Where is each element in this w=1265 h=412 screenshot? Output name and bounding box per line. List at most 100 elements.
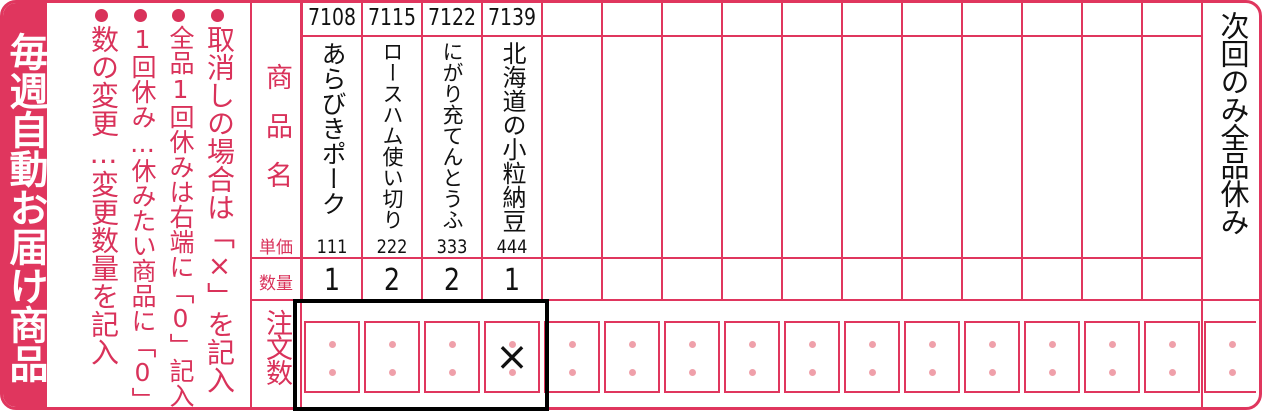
guide-dot [749, 369, 756, 376]
guide-dot [569, 369, 576, 376]
selection-highlight [293, 299, 549, 411]
guide-dot [869, 341, 876, 348]
product-code: 7122 [427, 5, 476, 31]
column-divider [901, 3, 903, 299]
guide-dot [449, 369, 456, 376]
order-count-input[interactable] [724, 321, 780, 393]
unit-price: 111 [316, 236, 348, 258]
column-divider [301, 3, 303, 299]
guide-dot [749, 341, 756, 348]
divider [250, 299, 1259, 301]
guide-dot [509, 369, 516, 376]
guide-dot [1229, 369, 1236, 376]
guide-dot [989, 341, 996, 348]
product-code: 7139 [487, 5, 536, 31]
order-count-input[interactable] [604, 321, 660, 393]
bullet-icon [211, 9, 224, 22]
product-name: あらびきポーク [318, 41, 347, 216]
column-divider [1201, 3, 1203, 407]
product-name: にがり充てんとうふ [440, 41, 464, 230]
order-count-input[interactable] [904, 321, 960, 393]
label-order-count: 注文数 [261, 309, 292, 384]
order-count-input[interactable] [844, 321, 900, 393]
bullet-icon [95, 9, 108, 22]
order-count-input[interactable] [1024, 321, 1080, 393]
quantity: 2 [383, 263, 401, 298]
product-code: 7108 [307, 5, 356, 31]
column-divider [481, 3, 483, 299]
column-divider [961, 3, 963, 299]
guide-dot [1049, 341, 1056, 348]
guide-dot [689, 341, 696, 348]
order-count-input[interactable] [304, 321, 360, 393]
order-count-input[interactable] [1084, 321, 1140, 393]
column-divider [1081, 3, 1083, 299]
unit-price: 222 [376, 236, 408, 258]
bullet-icon [134, 9, 147, 22]
guide-dot [929, 341, 936, 348]
skip-all-input[interactable] [1204, 321, 1256, 393]
guide-dot [569, 341, 576, 348]
guide-dot [629, 341, 636, 348]
guide-dot [1109, 369, 1116, 376]
order-count-input[interactable] [664, 321, 720, 393]
column-divider [1021, 3, 1023, 299]
divider [250, 3, 252, 407]
instruction-text: 全品1回休みは右端に「0」記入 [166, 25, 195, 408]
quantity: 2 [443, 263, 461, 298]
column-divider [541, 3, 543, 299]
guide-dot [389, 341, 396, 348]
guide-dot [1109, 341, 1116, 348]
column-divider [781, 3, 783, 299]
label-quantity: 数量 [259, 274, 293, 294]
guide-dot [1169, 341, 1176, 348]
divider [250, 257, 300, 259]
order-count-input[interactable] [1144, 321, 1200, 393]
guide-dot [329, 341, 336, 348]
column-divider [421, 3, 423, 299]
row-divider [302, 257, 1202, 259]
guide-dot [809, 369, 816, 376]
guide-dot [1169, 369, 1176, 376]
column-divider [1141, 3, 1143, 299]
guide-dot [929, 369, 936, 376]
order-count-input[interactable]: × [484, 321, 540, 393]
guide-dot [989, 369, 996, 376]
guide-dot [509, 341, 516, 348]
label-product-name: 商品名 [261, 63, 292, 210]
order-count-input[interactable] [784, 321, 840, 393]
guide-dot [689, 369, 696, 376]
guide-dot [1229, 341, 1236, 348]
quantity: 1 [323, 263, 341, 298]
column-divider [601, 3, 603, 299]
guide-dot [1049, 369, 1056, 376]
skip-all-label: 次回のみ全品休み [1216, 11, 1250, 235]
order-count-input[interactable] [964, 321, 1020, 393]
bullet-icon [172, 9, 185, 22]
guide-dot [869, 369, 876, 376]
guide-dot [629, 369, 636, 376]
instruction-text: 数の変更…変更数量を記入 [87, 25, 120, 366]
product-name: 北海道の小粒納豆 [498, 41, 526, 233]
quantity: 1 [503, 263, 521, 298]
column-divider [361, 3, 363, 299]
unit-price: 444 [496, 236, 528, 258]
instruction-text: 1回休み…休みたい商品に「0」 [128, 25, 157, 410]
column-divider [841, 3, 843, 299]
guide-dot [809, 341, 816, 348]
guide-dot [329, 369, 336, 376]
order-count-input[interactable] [544, 321, 600, 393]
order-count-input[interactable] [364, 321, 420, 393]
column-divider [721, 3, 723, 299]
order-count-input[interactable] [424, 321, 480, 393]
instruction-text: 取消しの場合は「×」を記入 [203, 25, 236, 394]
guide-dot [389, 369, 396, 376]
product-name: ロースハム使い切り [380, 41, 404, 230]
column-divider [661, 3, 663, 299]
guide-dot [449, 341, 456, 348]
row-divider [302, 35, 1202, 37]
unit-price: 333 [436, 236, 468, 258]
form-title-banner: 毎週自動お届け商品 [3, 3, 48, 407]
label-unit-price: 単価 [259, 238, 293, 258]
